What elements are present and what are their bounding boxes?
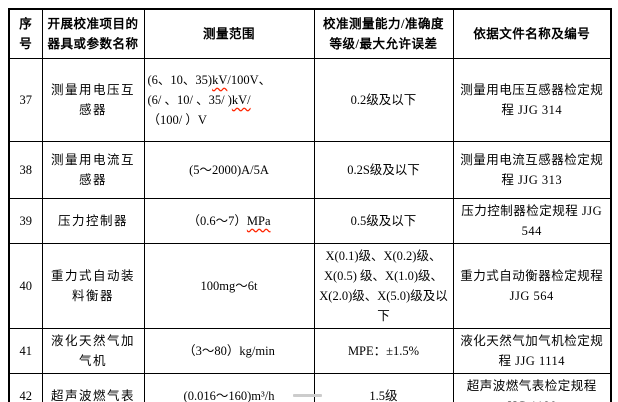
header-serial: 序号 [8, 8, 43, 59]
range-text: （100/ ）V [147, 112, 207, 127]
range-text-misspelled: kV [212, 72, 228, 87]
cell-serial: 41 [8, 327, 43, 374]
table-row: 37 测量用电压互感器 (6、10、35)kV/100V、 (6/ 、10/ 、… [8, 57, 612, 142]
table-row: 41 液化天然气加气机 （3～80）kg/min MPE：±1.5% 液化天然气… [8, 327, 612, 374]
cell-item-name: 超声波燃气表 [41, 372, 145, 402]
cell-document: 压力控制器检定规程 JJG 544 [452, 197, 612, 244]
header-capability: 校准测量能力/准确度等级/最大允许误差 [313, 8, 454, 59]
range-text: （0.6～7） [187, 213, 247, 228]
table-row: 40 重力式自动装料衡器 100mg～6t X(0.1)级、X(0.2)级、X(… [8, 242, 612, 329]
range-text-misspelled: MPa [246, 213, 271, 228]
cell-document: 液化天然气加气机检定规程 JJG 1114 [452, 327, 612, 374]
cell-serial: 40 [8, 242, 43, 329]
cell-range: (5～2000)A/5A [143, 140, 315, 199]
cell-range: (0.016～160)m³/h [143, 372, 315, 402]
cell-serial: 37 [8, 57, 43, 142]
cell-document: 超声波燃气表检定规程 JJG 1190 [452, 372, 612, 402]
table-header-row: 序号 开展校准项目的器具或参数名称 测量范围 校准测量能力/准确度等级/最大允许… [8, 8, 612, 59]
cell-range: （3～80）kg/min [143, 327, 315, 374]
cell-item-name: 重力式自动装料衡器 [41, 242, 145, 329]
table-row: 42 超声波燃气表 (0.016～160)m³/h 1.5级 超声波燃气表检定规… [8, 372, 612, 402]
cell-item-name: 测量用电流互感器 [41, 140, 145, 199]
cell-serial: 38 [8, 140, 43, 199]
cell-range: (6、10、35)kV/100V、 (6/ 、10/ 、35/ )kV/ （10… [143, 57, 315, 142]
header-document: 依据文件名称及编号 [452, 8, 612, 59]
range-text: /100V、 [227, 72, 272, 87]
range-text: (6/ 、10/ 、35/ ) [147, 92, 232, 107]
header-item: 开展校准项目的器具或参数名称 [41, 8, 145, 59]
cell-range: 100mg～6t [143, 242, 315, 329]
range-text-misspelled: kV/ [231, 92, 251, 107]
cell-capability: 1.5级 [313, 372, 454, 402]
cell-document: 重力式自动衡器检定规程 JJG 564 [452, 242, 612, 329]
cell-item-name: 液化天然气加气机 [41, 327, 145, 374]
cell-capability: 0.2S级及以下 [313, 140, 454, 199]
cell-document: 测量用电流互感器检定规程 JJG 313 [452, 140, 612, 199]
cell-serial: 42 [8, 372, 43, 402]
cell-capability: X(0.1)级、X(0.2)级、X(0.5) 级、X(1.0)级、X(2.0)级… [313, 242, 454, 329]
calibration-table: 序号 开展校准项目的器具或参数名称 测量范围 校准测量能力/准确度等级/最大允许… [8, 8, 612, 402]
cell-item-name: 测量用电压互感器 [41, 57, 145, 142]
cell-capability: MPE：±1.5% [313, 327, 454, 374]
cell-serial: 39 [8, 197, 43, 244]
header-range: 测量范围 [143, 8, 315, 59]
cell-range: （0.6～7）MPa [143, 197, 315, 244]
table-row: 39 压力控制器 （0.6～7）MPa 0.5级及以下 压力控制器检定规程 JJ… [8, 197, 612, 244]
cell-item-name: 压力控制器 [41, 197, 145, 244]
table-resize-handle[interactable] [293, 394, 322, 397]
cell-capability: 0.2级及以下 [313, 57, 454, 142]
cell-document: 测量用电压互感器检定规程 JJG 314 [452, 57, 612, 142]
range-text: (6、10、35) [147, 72, 213, 87]
cell-capability: 0.5级及以下 [313, 197, 454, 244]
table-row: 38 测量用电流互感器 (5～2000)A/5A 0.2S级及以下 测量用电流互… [8, 140, 612, 199]
